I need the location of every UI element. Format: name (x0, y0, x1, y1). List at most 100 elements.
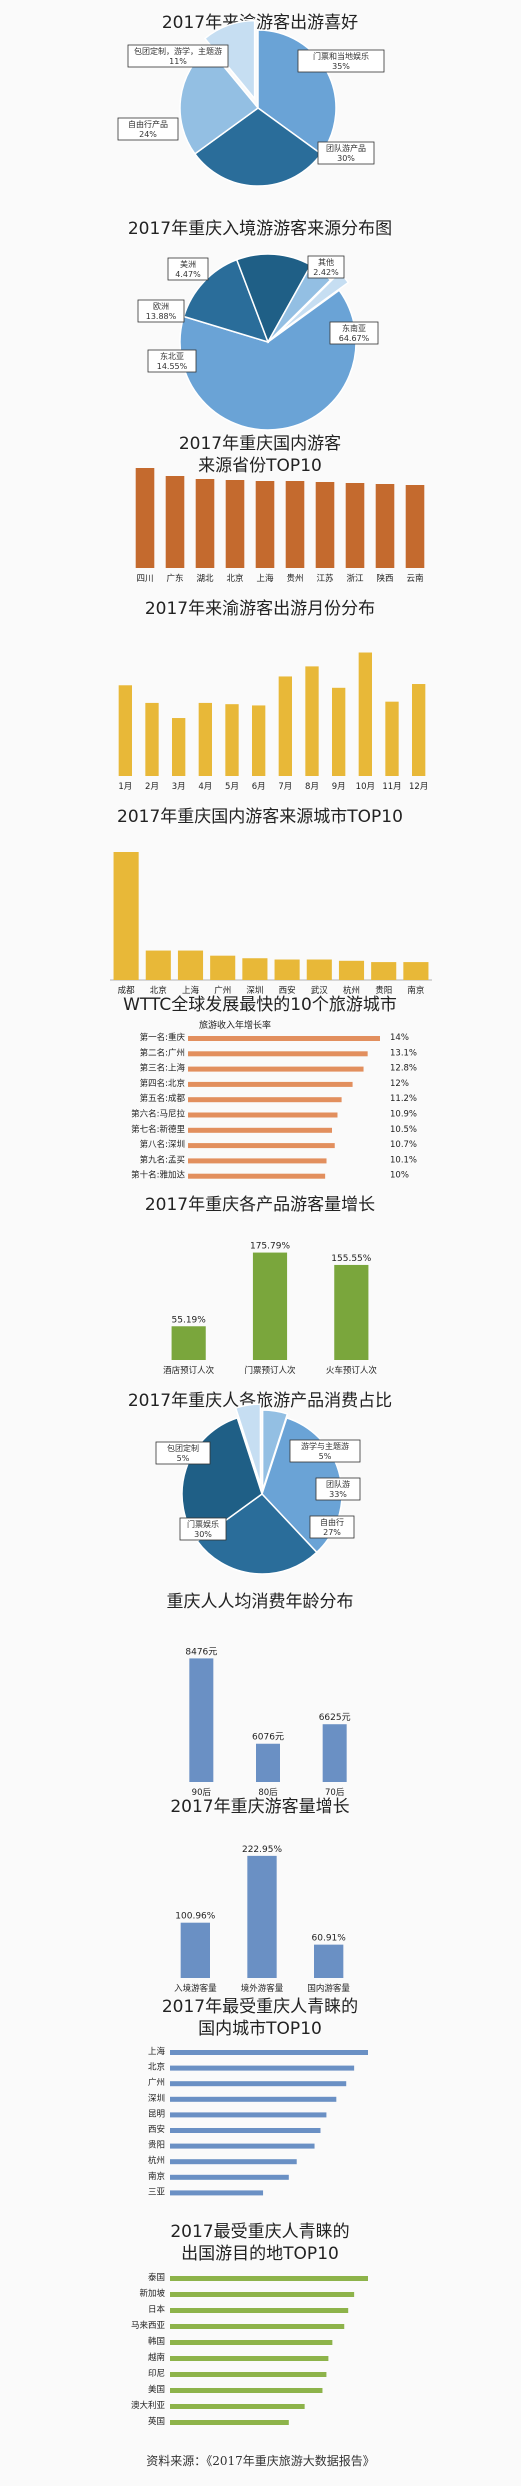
pie-slice (261, 1409, 289, 1491)
bar-value-label: 12% (390, 1079, 409, 1089)
chart-subtitle: 出国游目的地TOP10 (181, 2244, 339, 2264)
x-tick-label: 西安 (279, 985, 296, 996)
bar (170, 2065, 355, 2071)
bar (170, 2159, 297, 2165)
chart-title: 2017年重庆人各旅游产品消费占比 (128, 1391, 392, 1411)
bar (195, 479, 215, 568)
pie-label-value: 33% (329, 1490, 347, 1499)
bar (118, 685, 132, 776)
bar (180, 1922, 210, 1978)
bar (375, 484, 395, 568)
x-tick-label: 10月 (356, 782, 375, 792)
pie-label: 其他2.42% (307, 255, 345, 279)
y-tick-label: 泰国 (148, 2272, 165, 2283)
bar (338, 960, 365, 980)
pie-label-value: 5% (319, 1452, 332, 1461)
x-tick-label: 贵州 (286, 573, 303, 584)
bar (188, 1097, 342, 1103)
bar (252, 705, 266, 776)
pie-label-value: 13.88% (146, 312, 177, 321)
x-tick-label: 7月 (278, 782, 292, 792)
chart-title: 2017年重庆游客量增长 (170, 1797, 349, 1817)
x-tick-label: 门票预订人次 (244, 1365, 296, 1376)
pie-slice (193, 107, 323, 187)
x-tick-label: 云南 (406, 573, 423, 584)
chart-subtitle: 旅游收入年增长率 (199, 1019, 271, 1031)
bar (274, 959, 300, 980)
pie-label-box (309, 1515, 355, 1539)
y-tick-label: 第五名:成都 (140, 1093, 186, 1104)
bar (188, 1036, 380, 1041)
source-note: 资料来源：《2017年重庆旅游大数据报告》 (146, 2454, 375, 2468)
bar (322, 1724, 347, 1782)
pie-label-name: 自由行产品 (128, 119, 168, 129)
x-tick-label: 江苏 (316, 573, 334, 584)
pie-label-box (315, 1477, 361, 1501)
pie-label-value: 5% (177, 1454, 190, 1463)
chart-title: 2017年来渝游客出游月份分布 (145, 599, 375, 619)
bar (225, 480, 245, 568)
bar-value-label: 6625元 (319, 1713, 351, 1723)
y-tick-label: 第二名:广州 (140, 1047, 185, 1058)
x-tick-label: 贵阳 (375, 985, 392, 996)
x-tick-label: 国内游客量 (307, 1983, 350, 1994)
x-tick-label: 入境游客量 (174, 1983, 217, 1994)
bar (188, 1158, 327, 1164)
bar (403, 962, 429, 980)
y-tick-label: 杭州 (148, 2155, 165, 2166)
pie-label-name: 欧洲 (153, 301, 169, 311)
chart-subtitle: 国内城市TOP10 (198, 2019, 322, 2039)
bar (135, 468, 155, 568)
bar (189, 1658, 214, 1782)
pie-label-value: 30% (194, 1530, 212, 1539)
chart-title: 2017年最受重庆人青睐的 (162, 1997, 358, 2017)
pie-label-name: 团队游产品 (326, 143, 366, 153)
x-tick-label: 1月 (118, 782, 132, 792)
x-tick-label: 浙江 (346, 573, 364, 584)
y-tick-label: 昆明 (148, 2109, 165, 2119)
bar-value-label: 14% (390, 1033, 409, 1043)
y-tick-label: 第九名:孟买 (140, 1154, 185, 1165)
bar (305, 666, 319, 776)
bar-value-label: 11.2% (390, 1094, 417, 1104)
bar-value-label: 155.55% (331, 1254, 371, 1264)
bar (198, 702, 212, 776)
x-tick-label: 火车预订人次 (326, 1365, 378, 1376)
x-tick-label: 2月 (145, 782, 159, 792)
pie-label-name: 游学与主题游 (301, 1441, 349, 1451)
bar (170, 2128, 321, 2133)
bar (242, 958, 268, 980)
bar (247, 1855, 277, 1978)
pie-label-box (155, 1441, 211, 1465)
bar (255, 481, 275, 568)
bar (170, 2340, 333, 2345)
chart-title: 2017年重庆国内游客 (179, 434, 341, 454)
chart-title: 2017年重庆国内游客来源城市TOP10 (117, 807, 403, 827)
y-tick-label: 西安 (148, 2124, 165, 2135)
x-tick-label: 杭州 (343, 985, 360, 996)
y-tick-label: 第一名:重庆 (140, 1032, 186, 1043)
bar (170, 2050, 368, 2055)
x-tick-label: 11月 (382, 782, 401, 792)
bar (170, 2174, 289, 2180)
pie-label-box (307, 255, 345, 279)
pie-slice (203, 19, 256, 101)
pie-label: 美洲4.47% (167, 257, 209, 281)
x-tick-label: 6月 (252, 782, 266, 792)
pie-label-value: 14.55% (157, 362, 188, 371)
y-tick-label: 第十名:雅加达 (131, 1170, 185, 1181)
x-tick-label: 成都 (118, 985, 136, 996)
x-tick-label: 4月 (198, 782, 212, 792)
y-tick-label: 英国 (148, 2416, 165, 2427)
y-tick-label: 上海 (148, 2046, 166, 2057)
bar (170, 2081, 347, 2087)
chart-title: 2017年重庆各产品游客量增长 (145, 1195, 375, 1215)
pie-label-name: 东北亚 (160, 351, 184, 361)
bar (285, 481, 305, 568)
x-tick-label: 12月 (409, 782, 428, 792)
